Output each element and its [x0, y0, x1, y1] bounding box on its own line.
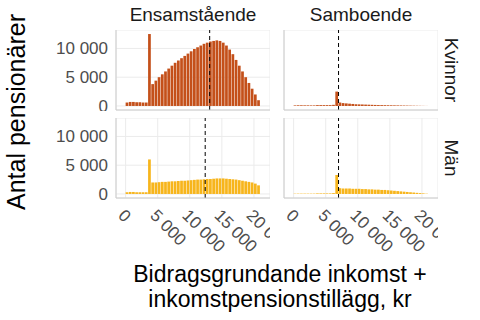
svg-text:0: 0	[99, 97, 108, 111]
html-text:Antal pensionärer: Antal pensionärer	[2, 14, 30, 210]
html-text:Män: Män	[441, 139, 462, 177]
svg-text:10 000: 10 000	[56, 39, 108, 58]
svg-text:5 000: 5 000	[65, 156, 108, 175]
svg-text:5 000: 5 000	[314, 206, 358, 250]
svg-text:20 000: 20 000	[411, 206, 438, 256]
svg-text:10 000: 10 000	[56, 127, 108, 146]
svg-text:5 000: 5 000	[146, 206, 190, 250]
html-text:Bidragsgrundande inkomst + ink: Bidragsgrundande inkomst + inkomstpensio…	[133, 261, 427, 312]
svg-text:0: 0	[99, 185, 108, 204]
svg-text:0: 0	[283, 206, 302, 226]
html-text:Samboende: Samboende	[309, 4, 413, 25]
html-text:Ensamstående: Ensamstående	[129, 4, 257, 25]
svg-text:20 000: 20 000	[243, 206, 270, 256]
svg-text:0: 0	[114, 206, 134, 226]
html-text:Kvinnor: Kvinnor	[441, 37, 462, 103]
svg-text:5 000: 5 000	[65, 68, 108, 87]
